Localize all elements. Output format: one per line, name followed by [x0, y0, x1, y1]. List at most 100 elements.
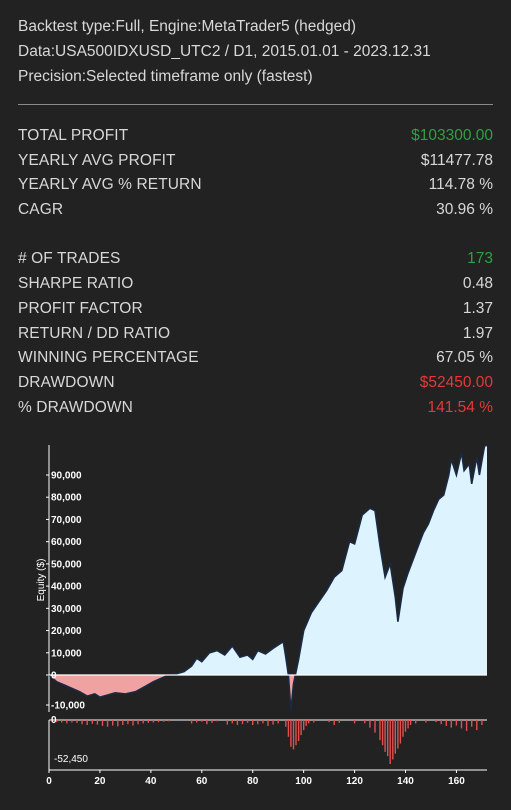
drawdown-bar	[147, 720, 149, 723]
drawdown-bar	[55, 720, 58, 723]
drawdown-bar	[425, 720, 427, 723]
drawdown-bar	[157, 720, 160, 723]
drawdown-min-label: -52,450	[54, 754, 88, 765]
drawdown-bar	[476, 720, 478, 731]
x-tick-label: 20	[94, 776, 106, 787]
drawdown-bar	[236, 720, 239, 725]
stat-label: TOTAL PROFIT	[18, 127, 129, 144]
drawdown-bar	[66, 720, 68, 724]
drawdown-bar	[333, 720, 335, 725]
stat-row-profit-factor: PROFIT FACTOR 1.37	[18, 297, 493, 322]
stat-row-return-dd-ratio: RETURN / DD RATIO 1.97	[18, 322, 493, 347]
drawdown-bar	[292, 720, 295, 750]
drawdown-bar	[96, 720, 99, 725]
x-tick-label: 60	[196, 776, 208, 787]
y-tick-label: 70,000	[51, 515, 82, 526]
drawdown-bar	[226, 720, 228, 725]
drawdown-bar	[206, 720, 208, 725]
drawdown-bar	[137, 720, 139, 725]
stat-value: 30.96 %	[436, 201, 493, 219]
stat-label: PROFIT FACTOR	[18, 299, 143, 317]
drawdown-bar	[369, 720, 371, 728]
y-tick-label: 60,000	[51, 537, 82, 548]
precision-line: Precision:Selected timeframe only (faste…	[18, 68, 313, 85]
drawdown-bar	[277, 720, 279, 724]
stat-label: WINNING PERCENTAGE	[18, 349, 199, 367]
drawdown-bar	[295, 720, 297, 746]
equity-negative-area	[49, 675, 487, 711]
y-tick-label: 30,000	[51, 604, 82, 615]
drawdown-bar	[381, 720, 384, 746]
x-tick-label: 100	[295, 776, 312, 787]
stat-label: RETURN / DD RATIO	[18, 324, 171, 342]
drawdown-bar	[364, 720, 366, 724]
drawdown-bar	[262, 720, 264, 724]
stats-panel: TOTAL PROFIT $103300.00 YEARLY AVG PROFI…	[18, 124, 493, 420]
drawdown-bar	[392, 720, 394, 760]
drawdown-bar	[305, 720, 307, 726]
stat-row-num-trades: # OF TRADES 173	[18, 247, 493, 272]
drawdown-bar	[201, 720, 203, 722]
drawdown-bar	[272, 720, 274, 725]
equity-chart: 90,000 80,000 70,000 60,000 50,000 40,000 30,0…	[0, 440, 511, 805]
drawdown-bar	[106, 720, 109, 727]
drawdown-bar	[241, 720, 244, 725]
stat-row-winning-percentage: WINNING PERCENTAGE 67.05 %	[18, 346, 493, 371]
stat-label: # OF TRADES	[18, 250, 121, 268]
stat-value: $11477.78	[420, 151, 493, 169]
drawdown-bar	[101, 720, 104, 726]
drawdown-bar	[379, 720, 381, 741]
x-tick-label: 0	[46, 776, 52, 787]
drawdown-bar	[353, 720, 356, 724]
header-divider	[18, 104, 493, 105]
drawdown-bar	[455, 720, 458, 726]
drawdown-bar	[267, 720, 269, 726]
drawdown-bar	[300, 720, 302, 736]
x-tick-label: 120	[346, 776, 363, 787]
drawdown-bar	[81, 720, 83, 725]
drawdown-bar	[196, 720, 198, 723]
drawdown-bar	[471, 720, 473, 727]
drawdown-bar	[86, 720, 88, 725]
drawdown-bar	[440, 720, 442, 725]
stat-value: 1.37	[462, 299, 493, 317]
stat-label: SHARPE RATIO	[18, 275, 134, 293]
stat-label: CAGR	[18, 201, 64, 219]
backtest-type-line: Backtest type:Full, Engine:MetaTrader5 (…	[18, 18, 357, 35]
drawdown-bar	[409, 720, 412, 725]
data-range-line: Data:USA500IDXUSD_UTC2 / D1, 2015.01.01 …	[18, 43, 431, 60]
drawdown-bar	[127, 720, 129, 725]
drawdown-bar	[231, 720, 233, 724]
x-tick-label: 80	[247, 776, 259, 787]
drawdown-bar	[132, 720, 134, 726]
backtest-header: Backtest type:Full, Engine:MetaTrader5 (…	[18, 14, 493, 89]
drawdown-bar	[152, 720, 155, 723]
y-tick-label: 10,000	[51, 648, 82, 659]
drawdown-bar	[415, 720, 417, 724]
y-tick-label: -10,000	[51, 701, 85, 712]
drawdown-bar	[71, 720, 73, 723]
stat-row-total-profit: TOTAL PROFIT $103300.00	[18, 124, 493, 149]
stat-row-yearly-avg-return: YEARLY AVG % RETURN 114.78 %	[18, 173, 493, 198]
drawdown-bar	[384, 720, 386, 752]
stat-row-drawdown: DRAWDOWN $52450.00	[18, 371, 493, 396]
drawdown-bar	[257, 720, 259, 725]
drawdown-bar	[297, 720, 300, 741]
drawdown-bar	[168, 720, 170, 722]
drawdown-bar	[399, 720, 402, 744]
stat-value: 173	[467, 250, 493, 268]
stat-row-sharpe-ratio: SHARPE RATIO 0.48	[18, 272, 493, 297]
drawdown-bar	[481, 720, 483, 725]
drawdown-bar	[389, 720, 391, 764]
drawdown-bar	[397, 720, 399, 749]
y-tick-label: 50,000	[51, 559, 82, 570]
drawdown-bar	[285, 720, 287, 727]
x-tick-label: 160	[448, 776, 465, 787]
drawdown-bar	[404, 720, 407, 732]
stat-row-cagr: CAGR 30.96 %	[18, 198, 493, 223]
stat-row-yearly-avg-profit: YEARLY AVG PROFIT $11477.78	[18, 149, 493, 174]
drawdown-bar	[216, 720, 218, 722]
y-axis-label: Equity ($)	[36, 559, 47, 602]
stat-value: 141.54 %	[427, 398, 494, 416]
x-tick-label: 40	[145, 776, 157, 787]
